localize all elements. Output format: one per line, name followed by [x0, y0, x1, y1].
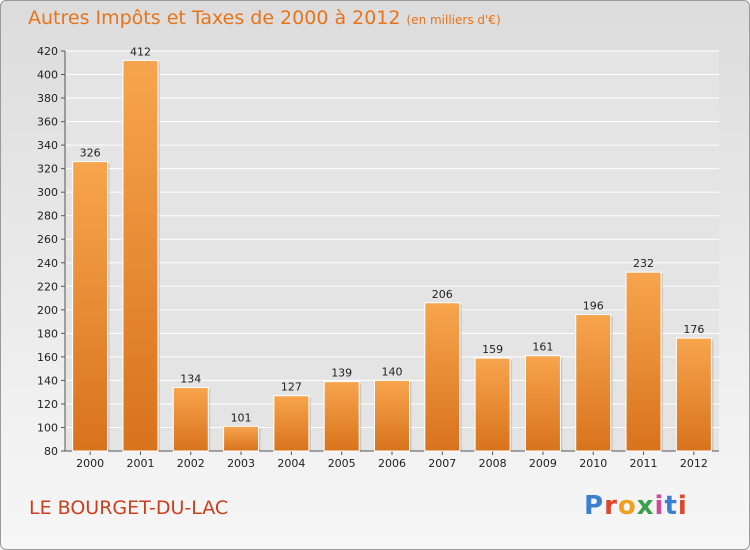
- x-tick-label: 2002: [177, 457, 205, 470]
- brand-letter: i: [654, 491, 665, 521]
- bar: [72, 161, 109, 452]
- y-tick-label: 400: [37, 69, 58, 82]
- bar: [172, 386, 209, 452]
- y-tick-label: 180: [37, 327, 58, 340]
- bar-value-label: 101: [231, 411, 252, 424]
- bar: [625, 271, 662, 452]
- x-tick-label: 2009: [529, 457, 557, 470]
- bar: [323, 381, 360, 452]
- bar: [424, 302, 461, 452]
- brand-letter: P: [584, 491, 605, 521]
- y-tick-label: 320: [37, 163, 58, 176]
- x-tick-label: 2011: [630, 457, 658, 470]
- bar-value-label: 232: [633, 257, 654, 270]
- bar-value-label: 159: [482, 343, 503, 356]
- y-tick-label: 100: [37, 421, 58, 434]
- bar: [374, 379, 410, 452]
- x-tick-label: 2007: [428, 457, 456, 470]
- y-tick-label: 140: [37, 374, 58, 387]
- bar-value-label: 196: [583, 300, 604, 313]
- chart-unit: (en milliers d'€): [406, 13, 501, 27]
- x-tick-label: 2006: [378, 457, 406, 470]
- brand-letter: x: [636, 491, 655, 521]
- x-tick-label: 2004: [277, 457, 305, 470]
- y-tick-label: 160: [37, 351, 58, 364]
- chart-title: Autres Impôts et Taxes de 2000 à 2012 (en…: [28, 7, 501, 29]
- bar: [675, 337, 712, 452]
- bar: [122, 59, 159, 452]
- x-tick-label: 2003: [227, 457, 255, 470]
- brand-letter: r: [604, 491, 618, 521]
- bar-value-label: 140: [382, 365, 403, 378]
- location-label: LE BOURGET-DU-LAC: [29, 497, 229, 519]
- bar-value-label: 134: [180, 372, 201, 385]
- bar-value-label: 412: [130, 45, 151, 58]
- x-tick-label: 2005: [328, 457, 356, 470]
- y-tick-label: 340: [37, 139, 58, 152]
- y-tick-label: 280: [37, 210, 58, 223]
- brand-letter: i: [677, 491, 688, 521]
- y-tick-label: 200: [37, 304, 58, 317]
- bar-value-label: 176: [683, 323, 704, 336]
- bar-value-label: 206: [432, 288, 453, 301]
- y-tick-label: 260: [37, 233, 58, 246]
- bar: [223, 425, 260, 452]
- y-tick-label: 240: [37, 257, 58, 270]
- bar: [273, 395, 310, 452]
- x-tick-label: 2010: [579, 457, 607, 470]
- x-tick-label: 2008: [479, 457, 507, 470]
- x-tick-label: 2000: [76, 457, 104, 470]
- bar-value-label: 127: [281, 381, 302, 394]
- y-tick-label: 420: [37, 45, 58, 58]
- y-tick-label: 220: [37, 280, 58, 293]
- y-tick-label: 120: [37, 398, 58, 411]
- y-tick-label: 300: [37, 186, 58, 199]
- bar-value-label: 326: [80, 147, 101, 160]
- x-tick-label: 2012: [680, 457, 708, 470]
- x-tick-label: 2001: [126, 457, 154, 470]
- brand-letter: o: [617, 491, 637, 521]
- bar-value-label: 139: [331, 367, 352, 380]
- bar: [575, 314, 612, 452]
- brand-logo: Proxiti: [584, 491, 688, 521]
- y-tick-label: 360: [37, 116, 58, 129]
- bar: [474, 357, 511, 452]
- y-tick-label: 80: [44, 445, 58, 458]
- brand-letter: t: [664, 491, 678, 521]
- bar-value-label: 161: [532, 341, 553, 354]
- bar: [524, 355, 561, 452]
- y-tick-label: 380: [37, 92, 58, 105]
